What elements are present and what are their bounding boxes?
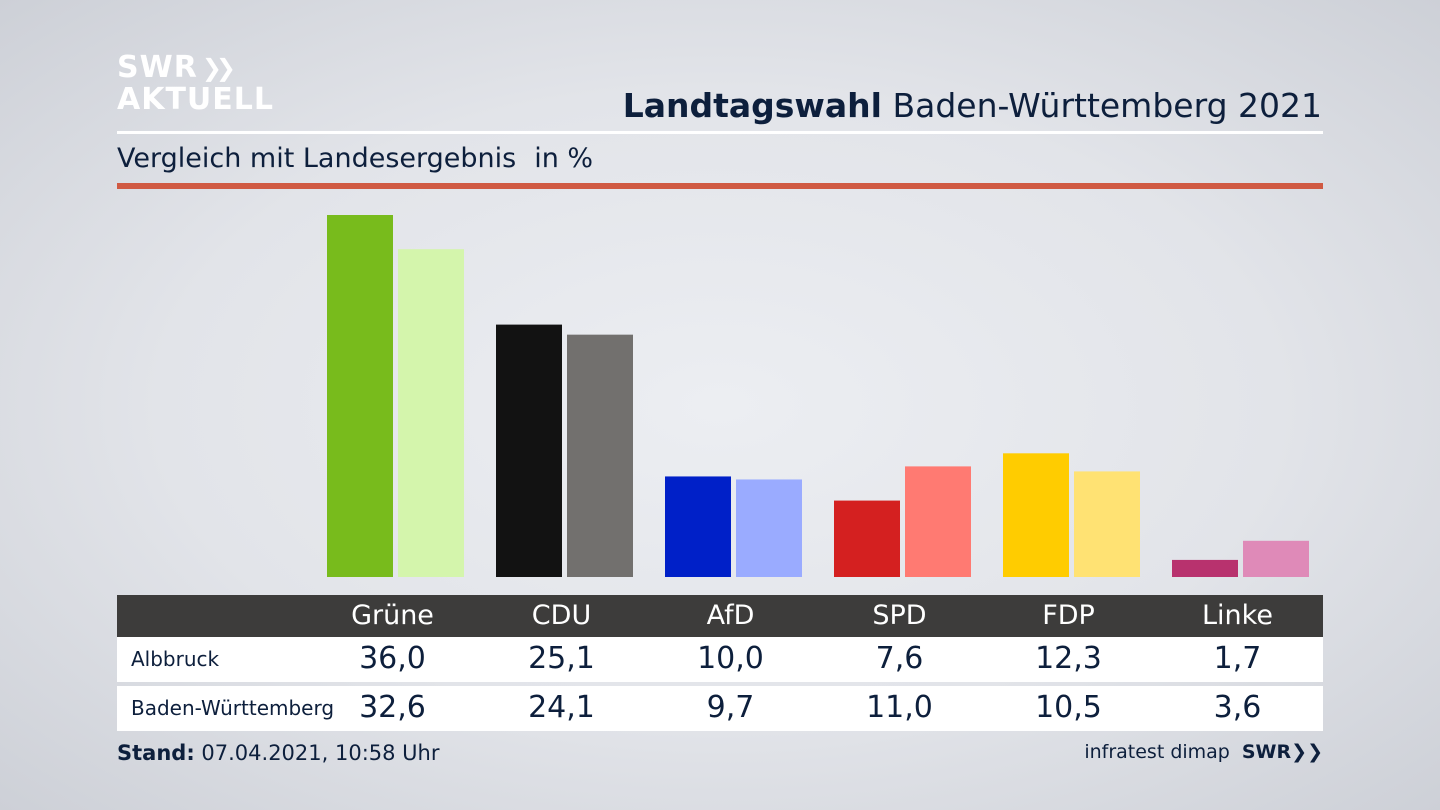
value-cell: 24,1	[528, 690, 595, 725]
stand-value: 07.04.2021, 10:58 Uhr	[194, 741, 440, 765]
bar-afd-landesergebnis	[736, 479, 802, 577]
title-bold: Landtagswahl	[622, 86, 882, 125]
title-rest: Baden-Württemberg 2021	[881, 86, 1322, 125]
column-header-spd: SPD	[872, 600, 927, 631]
value-cell: 11,0	[866, 690, 933, 725]
bar-cdu-albbruck	[496, 324, 562, 577]
bar-linke-albbruck	[1172, 559, 1238, 577]
divider-red	[117, 183, 1323, 189]
swr-logo-text: SWR	[1241, 741, 1292, 763]
column-header-gr-ne: Grüne	[351, 600, 434, 631]
value-cell: 7,6	[875, 641, 924, 676]
value-cell: 3,6	[1213, 690, 1262, 725]
source-text: infratest dimap	[1084, 741, 1230, 763]
logo-swr: SWR	[117, 50, 198, 85]
bar-afd-albbruck	[665, 476, 731, 577]
column-header-fdp: FDP	[1042, 600, 1095, 631]
value-cell: 10,5	[1035, 690, 1102, 725]
value-cell: 36,0	[359, 641, 426, 676]
bar-fdp-landesergebnis	[1074, 471, 1140, 577]
table-header: Grüne CDU AfD SPD FDP Linke	[117, 595, 1323, 637]
bar-cdu-landesergebnis	[567, 334, 633, 577]
page-title: Landtagswahl Baden-Württemberg 2021	[623, 86, 1322, 125]
table-row-albbruck: Albbruck 36,0 25,1 10,0 7,6 12,3 1,7	[117, 637, 1323, 682]
chevron-right-icon: ❯❯	[1291, 741, 1323, 763]
divider-white	[117, 131, 1323, 134]
subtitle-text: Vergleich mit Landesergebnis	[117, 143, 517, 174]
results-table: Grüne CDU AfD SPD FDP Linke Albbruck 36,0 25,1…	[117, 595, 1323, 731]
subtitle: Vergleich mit Landesergebnis in %	[117, 143, 593, 174]
bar-chart	[327, 215, 1309, 577]
swr-logo: SWR❯❯	[1242, 741, 1323, 763]
bar-gr-ne-albbruck	[327, 215, 393, 577]
value-cell: 10,0	[697, 641, 764, 676]
value-cell: 9,7	[706, 690, 755, 725]
bar-gr-ne-landesergebnis	[398, 249, 464, 577]
column-header-linke: Linke	[1202, 600, 1273, 631]
bar-spd-landesergebnis	[905, 466, 971, 577]
row-label: Baden-Württemberg	[131, 696, 335, 720]
source: infratest dimap SWR❯❯	[1084, 741, 1323, 763]
value-cell: 32,6	[359, 690, 426, 725]
logo-aktuell: AKTUELL	[117, 82, 275, 117]
row-label: Albbruck	[131, 647, 220, 671]
timestamp: Stand: 07.04.2021, 10:58 Uhr	[117, 741, 440, 765]
value-cell: 12,3	[1035, 641, 1102, 676]
value-cell: 1,7	[1213, 641, 1262, 676]
bar-fdp-albbruck	[1003, 453, 1069, 577]
bar-linke-landesergebnis	[1243, 540, 1309, 577]
unit-label: in %	[534, 143, 594, 174]
swr-aktuell-logo: SWR ❯❯ AKTUELL	[117, 52, 274, 116]
stand-label: Stand:	[117, 741, 195, 765]
bar-spd-albbruck	[834, 500, 900, 577]
table-row-baden-wuerttemberg: Baden-Württemberg 32,6 24,1 9,7 11,0 10,5 3,6	[117, 686, 1323, 731]
column-header-cdu: CDU	[531, 600, 592, 631]
column-header-afd: AfD	[706, 600, 755, 631]
value-cell: 25,1	[528, 641, 595, 676]
